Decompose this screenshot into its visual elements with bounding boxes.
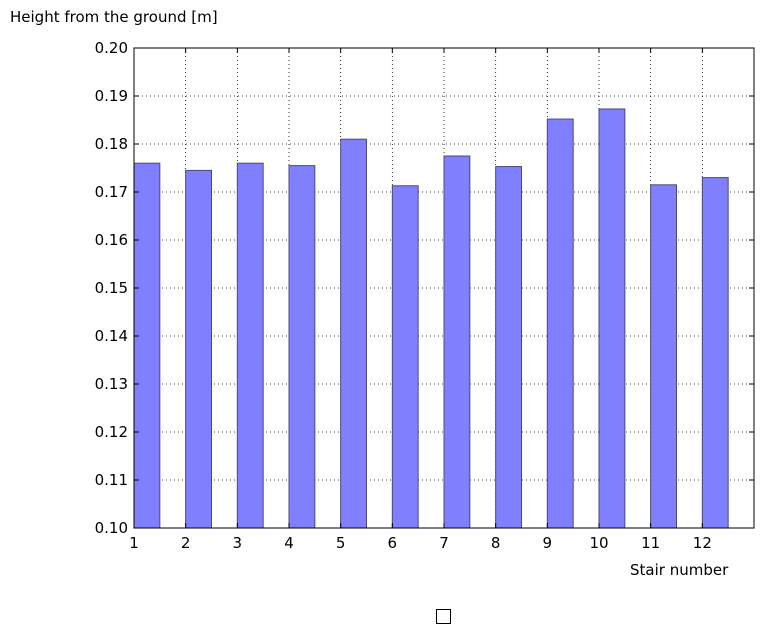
bar [133,162,161,529]
ticks-layer [133,47,754,529]
x-tick-label: 6 [388,534,398,552]
x-tick-label: 5 [336,534,346,552]
y-tick-label: 0.17 [95,183,128,201]
x-tick-label: 9 [543,534,553,552]
bar [598,108,626,529]
y-tick-label: 0.15 [95,279,128,297]
bar [236,162,264,529]
y-tick-label: 0.14 [95,327,128,345]
y-tick-label: 0.20 [95,39,128,57]
bar [443,155,471,529]
y-tick-label: 0.16 [95,231,128,249]
x-tick-label: 8 [491,534,501,552]
y-tick-label: 0.18 [95,135,128,153]
bar [495,166,522,529]
bar [391,185,419,529]
bar [340,138,367,529]
bar [650,184,678,529]
y-tick-label: 0.10 [95,519,128,537]
x-tick-label: 4 [284,534,294,552]
x-tick-label: 12 [693,534,712,552]
x-tick-label: 2 [181,534,191,552]
x-tick-label: 10 [589,534,608,552]
x-axis-label: Stair number [630,561,729,579]
y-tick-label: 0.11 [95,471,128,489]
x-tick-label: 3 [233,534,243,552]
checkbox[interactable] [436,609,451,624]
bar [546,118,574,529]
bar [701,177,729,529]
y-tick-label: 0.13 [95,375,128,393]
bar-chart: 0.10 0.11 0.12 0.13 0.14 0.15 0.16 0.17 0.18 0.19… [95,39,755,552]
y-tick-label: 0.19 [95,87,128,105]
x-tick-label: 7 [439,534,449,552]
bar [185,169,213,529]
bars-layer [133,108,729,529]
y-axis-label: Height from the ground [m] [10,8,218,26]
x-tick-label: 11 [641,534,660,552]
tick-labels-layer: 0.10 0.11 0.12 0.13 0.14 0.15 0.16 0.17 0.18 0.19… [95,39,712,552]
x-tick-label: 1 [129,534,139,552]
bar [288,165,316,529]
y-tick-label: 0.12 [95,423,128,441]
